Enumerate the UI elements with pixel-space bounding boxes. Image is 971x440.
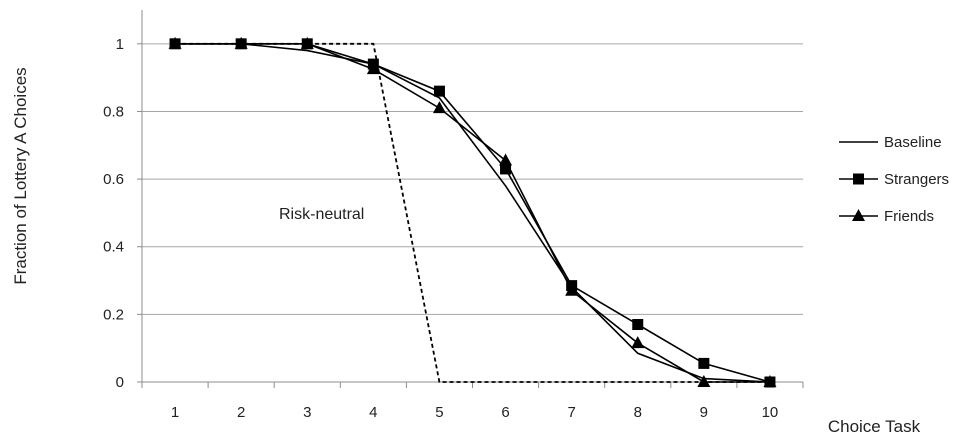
- series-strangers: [169, 38, 776, 388]
- legend-marker-friends: [852, 209, 865, 221]
- data-point-friends: [366, 62, 380, 75]
- legend: Baseline Strangers Friends: [839, 134, 949, 225]
- series-line-strangers: [175, 43, 771, 383]
- data-point-friends: [168, 36, 182, 49]
- data-point-friends: [432, 101, 446, 114]
- x-tick-label: 7: [567, 404, 575, 421]
- series-baseline: [175, 43, 770, 383]
- series-friends: [168, 36, 777, 387]
- y-axis-title: Fraction of Lottery A Choices: [11, 67, 30, 284]
- data-point-strangers: [632, 319, 644, 331]
- data-point-friends: [697, 375, 711, 387]
- data-series: [168, 36, 777, 388]
- y-tick-label: 0.4: [103, 239, 124, 256]
- data-point-friends: [763, 375, 777, 387]
- risk-neutral-annotation: Risk-neutral: [279, 206, 364, 223]
- legend-label: Strangers: [884, 171, 949, 188]
- legend-label: Baseline: [884, 134, 942, 151]
- x-tick-label: 1: [171, 404, 179, 421]
- data-point-friends: [300, 36, 314, 49]
- data-point-strangers: [433, 85, 445, 97]
- y-tick-label: 0.6: [103, 171, 124, 188]
- x-tick-label: 5: [435, 404, 443, 421]
- x-axis-title: Choice Task: [828, 417, 921, 436]
- data-point-strangers: [500, 163, 512, 175]
- x-tick-label: 6: [501, 404, 509, 421]
- y-tick-label: 1: [116, 36, 124, 53]
- grid-lines: [142, 43, 803, 315]
- risk-neutral-line: [175, 42, 770, 383]
- y-tick-label: 0.8: [103, 103, 124, 120]
- legend-item-baseline: Baseline: [839, 134, 942, 151]
- data-point-friends: [631, 336, 645, 349]
- data-point-strangers: [698, 357, 710, 369]
- y-tick-label: 0.2: [103, 306, 124, 323]
- data-point-friends: [234, 36, 248, 49]
- x-tick-label: 8: [634, 404, 642, 421]
- y-tick-label: 0: [116, 374, 124, 391]
- series-line-baseline: [175, 43, 770, 383]
- legend-marker-strangers: [853, 173, 864, 185]
- x-tick-label: 2: [237, 404, 245, 421]
- data-point-friends: [565, 283, 579, 296]
- series-line-friends: [175, 43, 770, 383]
- legend-label: Friends: [884, 208, 934, 225]
- legend-item-strangers: Strangers: [839, 171, 949, 188]
- legend-item-friends: Friends: [839, 208, 934, 225]
- x-tick-label: 3: [303, 404, 311, 421]
- tick-labels: 0 0.2 0.4 0.6 0.8 1 1 2 3 4 5 6 7 8 9 10: [103, 36, 778, 421]
- x-tick-label: 9: [700, 404, 708, 421]
- axes: [137, 10, 804, 388]
- x-tick-label: 10: [762, 404, 779, 421]
- data-point-friends: [499, 153, 513, 166]
- x-tick-label: 4: [369, 404, 377, 421]
